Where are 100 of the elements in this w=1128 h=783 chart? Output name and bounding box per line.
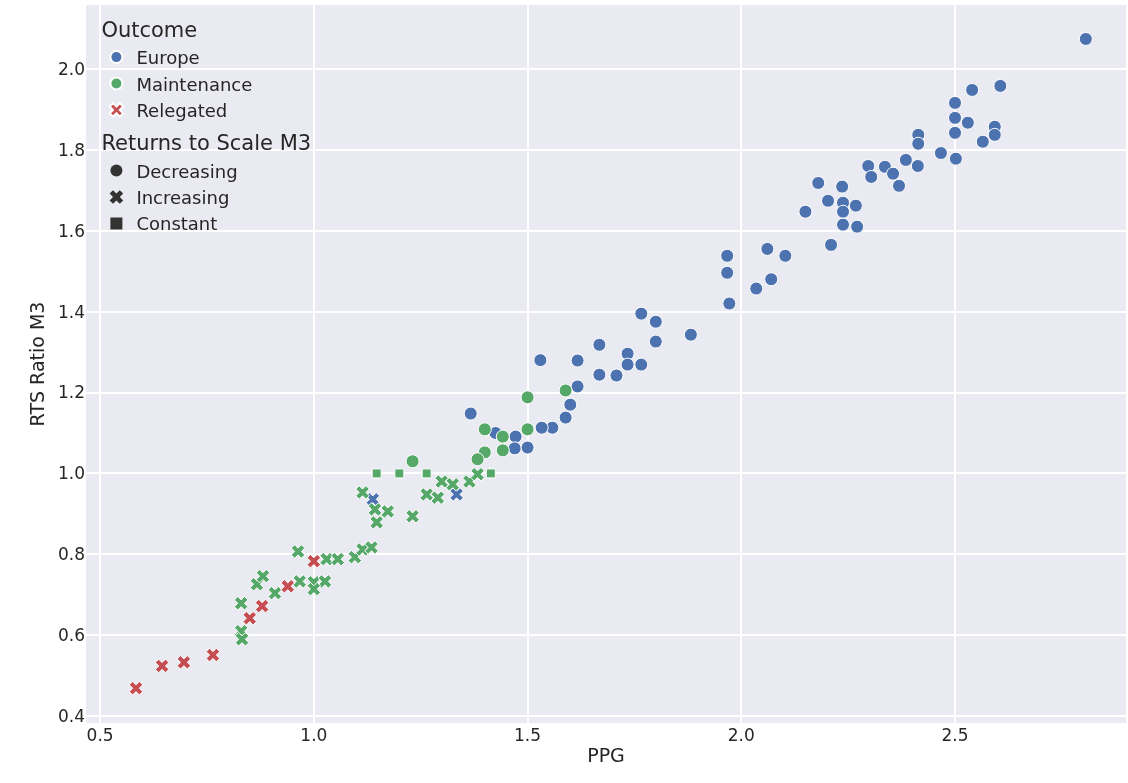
- point: [609, 368, 624, 383]
- x-tick-label: 2.0: [727, 725, 755, 745]
- point: [317, 574, 333, 589]
- point: [463, 406, 478, 421]
- point: [836, 217, 851, 232]
- point: [306, 553, 322, 569]
- point: [371, 468, 382, 479]
- point: [987, 127, 1002, 142]
- point: [355, 485, 370, 500]
- point: [824, 237, 839, 252]
- point: [419, 487, 434, 502]
- point: [634, 306, 649, 321]
- y-tick-label: 2.0: [57, 58, 85, 79]
- point: [749, 281, 764, 296]
- point: [570, 353, 585, 368]
- point: [280, 579, 296, 594]
- point: [933, 146, 948, 161]
- point: [477, 422, 492, 437]
- x-tick-label: 2.5: [941, 725, 969, 745]
- y-tick-label: 1.6: [57, 220, 85, 241]
- point: [380, 504, 396, 519]
- point: [495, 429, 510, 444]
- point: [534, 420, 549, 435]
- legend-label: Decreasing: [136, 160, 238, 182]
- y-tick-label: 0.6: [57, 625, 85, 646]
- point: [910, 158, 925, 173]
- y-tick-label: 0.4: [57, 706, 85, 727]
- point: [233, 595, 249, 611]
- point: [634, 357, 649, 372]
- point: [255, 568, 271, 584]
- point: [470, 452, 485, 467]
- point: [369, 515, 384, 530]
- point: [965, 82, 980, 97]
- x-tick-label: 0.5: [86, 725, 114, 745]
- point: [993, 78, 1008, 93]
- point: [848, 198, 863, 213]
- legend-label: Increasing: [136, 187, 230, 209]
- point: [563, 397, 578, 412]
- point: [948, 95, 963, 110]
- point: [975, 134, 990, 149]
- point: [292, 574, 308, 589]
- y-tick-label: 1.0: [57, 463, 85, 484]
- y-tick-label: 1.4: [57, 301, 85, 322]
- point: [948, 125, 963, 140]
- point: [421, 468, 432, 479]
- point: [720, 265, 735, 280]
- point: [558, 383, 573, 398]
- point: [495, 443, 510, 458]
- point: [648, 334, 663, 349]
- legend-label: Maintenance: [136, 73, 253, 95]
- point: [520, 390, 535, 405]
- point: [911, 136, 926, 151]
- point: [306, 581, 322, 597]
- point: [394, 468, 405, 479]
- y-tick-label: 0.8: [57, 544, 85, 565]
- x-tick-label: 1.5: [514, 725, 542, 745]
- point: [330, 551, 346, 567]
- point: [811, 175, 826, 190]
- point: [835, 179, 850, 194]
- text: Outcome: [101, 17, 198, 42]
- point: [722, 296, 737, 311]
- point: [290, 544, 306, 559]
- x-axis-title: PPG: [587, 743, 625, 766]
- point: [242, 610, 257, 626]
- point: [367, 502, 383, 517]
- point: [430, 490, 446, 505]
- y-tick-label: 1.2: [57, 382, 85, 403]
- point: [720, 248, 735, 263]
- legend-label: Constant: [136, 213, 218, 235]
- point: [898, 152, 913, 167]
- point: [520, 422, 535, 437]
- legend-label: Europe: [136, 47, 200, 69]
- point: [533, 353, 548, 368]
- point: [821, 193, 836, 208]
- point: [836, 204, 851, 219]
- point: [620, 357, 635, 372]
- point: [254, 598, 270, 614]
- point: [592, 367, 607, 382]
- y-tick-label: 1.8: [57, 139, 85, 160]
- point: [508, 429, 523, 444]
- x-tick-label: 1.0: [300, 725, 328, 745]
- point: [405, 454, 420, 469]
- point: [861, 158, 876, 173]
- point: [507, 441, 522, 456]
- point: [592, 337, 607, 352]
- point: [892, 178, 907, 193]
- legend-label: Relegated: [136, 99, 228, 121]
- point: [205, 647, 221, 663]
- point: [449, 487, 464, 502]
- point: [960, 115, 975, 130]
- point: [948, 151, 963, 166]
- point: [520, 440, 535, 455]
- text: Returns to Scale M3: [101, 131, 312, 156]
- point: [764, 272, 779, 287]
- point: [864, 169, 879, 184]
- point: [234, 631, 250, 647]
- point: [154, 658, 170, 674]
- point: [886, 166, 901, 181]
- point: [434, 474, 449, 489]
- point: [760, 241, 775, 256]
